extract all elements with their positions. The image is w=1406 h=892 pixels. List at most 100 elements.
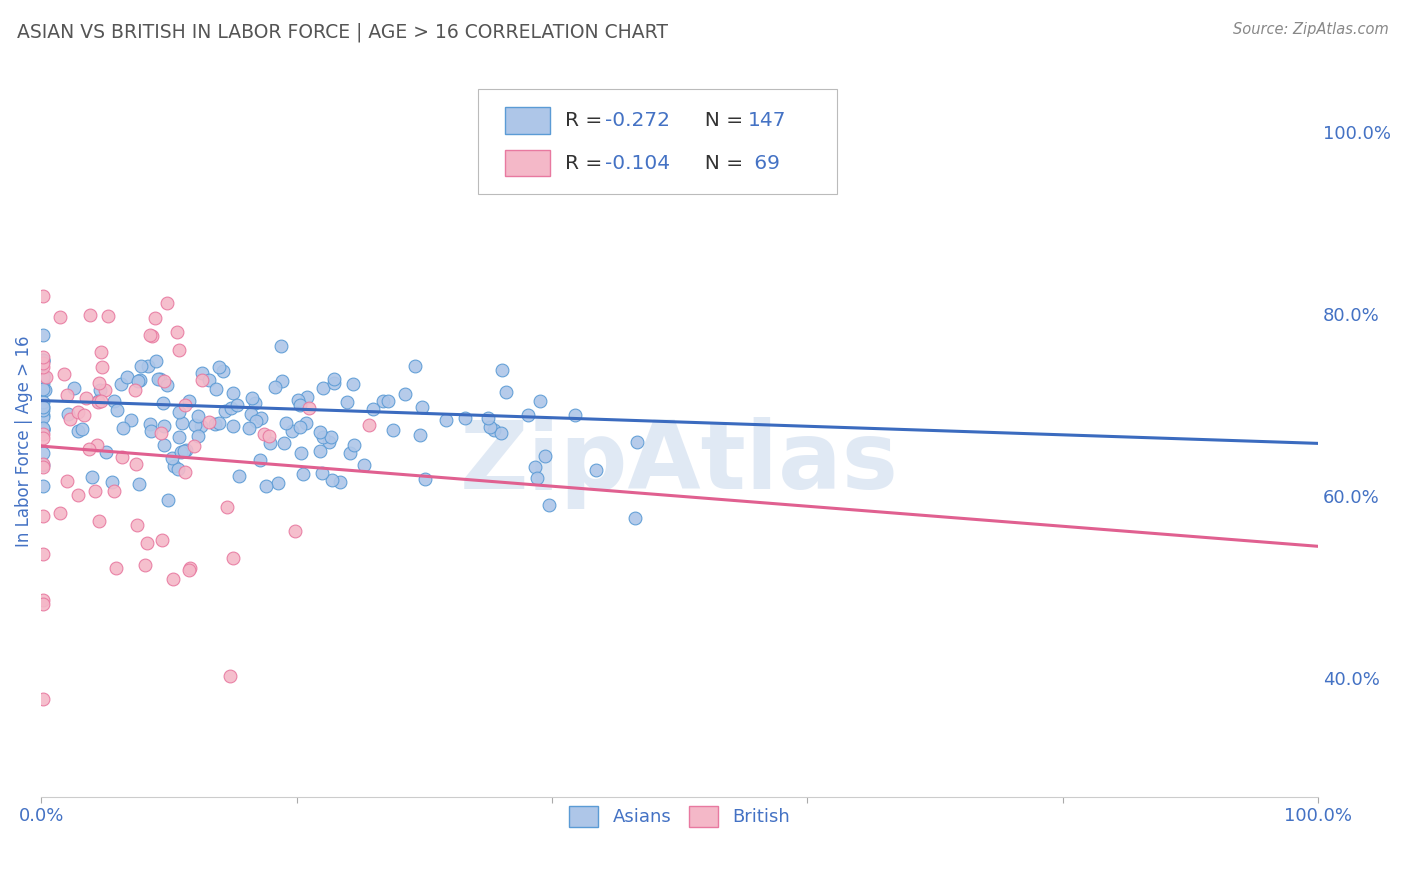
Point [48, 506, 70, 520]
Text: N =: N = [692, 112, 749, 130]
Point [187, 429, 209, 443]
Point [31, 370, 53, 384]
Point [243, 395, 266, 409]
Point [212, 364, 235, 378]
Point [105, 561, 128, 575]
Point [89, 376, 111, 390]
Point [150, 533, 173, 547]
Point [373, 393, 395, 408]
Point [214, 404, 236, 418]
Point [170, 445, 193, 459]
Point [190, 419, 212, 434]
Point [31, 403, 53, 417]
Point [31, 353, 53, 368]
Point [208, 416, 231, 430]
Point [534, 449, 557, 463]
Point [249, 453, 271, 467]
Text: R =: R = [565, 153, 609, 172]
Point [152, 438, 174, 452]
Point [477, 410, 499, 425]
Point [111, 421, 134, 435]
Point [309, 443, 332, 458]
Point [353, 458, 375, 472]
Point [31, 328, 53, 343]
Point [31, 421, 53, 435]
Point [77, 442, 100, 457]
Point [529, 393, 551, 408]
Point [125, 457, 148, 471]
Point [311, 430, 333, 444]
Point [183, 438, 205, 452]
Point [31, 509, 53, 524]
Point [31, 446, 53, 460]
Point [204, 417, 226, 431]
Point [31, 597, 53, 611]
Text: N =: N = [692, 153, 749, 172]
Point [31, 382, 53, 396]
Point [173, 466, 195, 480]
Point [404, 359, 426, 374]
Point [177, 563, 200, 577]
Point [49, 310, 72, 325]
Point [111, 450, 134, 464]
Point [343, 438, 366, 452]
Point [434, 413, 457, 427]
Point [120, 413, 142, 427]
Point [91, 359, 114, 374]
Point [245, 414, 267, 428]
Point [323, 372, 346, 386]
Point [31, 431, 53, 445]
Point [516, 408, 538, 422]
Point [169, 405, 191, 419]
Point [31, 360, 53, 375]
Point [138, 359, 160, 374]
Point [342, 376, 364, 391]
Point [252, 427, 274, 442]
Point [357, 417, 380, 432]
Point [86, 438, 108, 452]
Point [172, 416, 194, 430]
Point [31, 479, 53, 493]
Point [564, 409, 586, 423]
Point [167, 343, 190, 358]
Point [96, 309, 118, 323]
Point [124, 383, 146, 397]
Point [179, 394, 201, 409]
Point [134, 558, 156, 572]
Point [318, 434, 340, 449]
Point [409, 427, 432, 442]
Point [162, 572, 184, 586]
Point [148, 372, 170, 386]
Point [31, 400, 53, 414]
Legend: Asians, British: Asians, British [562, 798, 797, 834]
Point [166, 461, 188, 475]
Point [31, 421, 53, 435]
Point [87, 395, 110, 409]
Point [222, 386, 245, 401]
Point [103, 484, 125, 499]
Point [55, 474, 77, 488]
Point [56, 407, 79, 421]
Point [298, 401, 321, 416]
Point [281, 424, 304, 438]
Point [145, 353, 167, 368]
Point [125, 518, 148, 533]
Point [222, 419, 245, 434]
Text: -0.272: -0.272 [605, 112, 669, 130]
Point [31, 410, 53, 425]
Point [31, 423, 53, 437]
Point [271, 374, 294, 388]
Point [187, 409, 209, 423]
Point [80, 469, 103, 483]
Point [295, 390, 318, 404]
Point [94, 383, 117, 397]
Point [270, 338, 292, 352]
Point [284, 524, 307, 538]
Point [31, 691, 53, 706]
Point [128, 373, 150, 387]
Point [31, 593, 53, 607]
Point [215, 500, 238, 514]
Point [411, 400, 433, 414]
Point [323, 376, 346, 390]
Point [153, 419, 176, 434]
